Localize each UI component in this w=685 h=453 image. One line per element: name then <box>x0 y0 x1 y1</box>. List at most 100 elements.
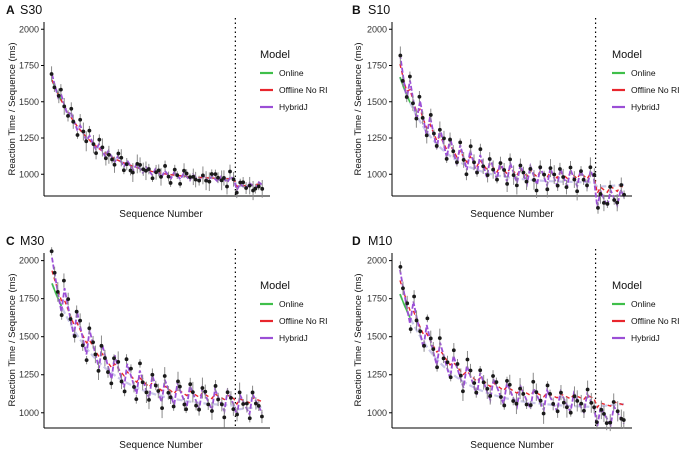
data-point <box>197 407 201 412</box>
data-point <box>424 133 429 138</box>
data-point <box>129 366 133 371</box>
data-point <box>555 183 560 188</box>
y-tick-label: 1750 <box>367 61 387 71</box>
data-point <box>441 356 446 361</box>
data-point <box>222 415 227 420</box>
data-point <box>163 164 167 168</box>
data-point <box>184 171 189 176</box>
data-point <box>451 149 456 154</box>
legend-b: Model Online Offline No RI HybridJ <box>612 49 680 112</box>
data-point <box>200 386 205 390</box>
data-point <box>534 188 539 193</box>
plot-area-c: 1000 1250 1500 1750 2000 <box>19 247 270 429</box>
data-point <box>159 174 163 179</box>
data-point <box>499 395 503 399</box>
data-point <box>87 326 92 331</box>
data-point <box>521 170 526 175</box>
data-point <box>66 113 70 118</box>
data-point <box>190 390 195 395</box>
data-point <box>140 380 145 385</box>
data-point <box>611 400 616 404</box>
data-point <box>465 357 470 362</box>
data-point <box>511 399 516 403</box>
data-point <box>172 167 177 172</box>
data-point <box>472 160 476 165</box>
data-point <box>56 93 61 98</box>
y-tick-label: 1750 <box>19 294 39 304</box>
data-point <box>99 343 104 348</box>
data-point <box>555 409 560 414</box>
data-point <box>62 104 67 109</box>
data-point <box>425 316 430 321</box>
data-point <box>508 157 512 162</box>
data-point <box>241 402 246 406</box>
data-point <box>545 383 550 388</box>
data-point <box>464 172 469 177</box>
data-point <box>568 165 573 170</box>
y-axis-label: Reaction Time / Sequence (ms) <box>353 273 364 406</box>
data-point <box>250 390 255 395</box>
legend-entry: Online <box>631 68 656 78</box>
y-tick-label: 1000 <box>367 408 387 418</box>
data-point <box>256 403 261 408</box>
data-point <box>182 402 187 407</box>
data-point <box>216 397 221 402</box>
data-point <box>412 294 417 299</box>
data-point <box>608 184 613 189</box>
data-point <box>97 137 102 142</box>
data-point <box>411 101 415 106</box>
legend-entry: Online <box>279 68 304 78</box>
data-point <box>592 405 597 410</box>
data-point <box>75 133 80 137</box>
data-point <box>461 389 465 394</box>
data-point <box>524 179 529 184</box>
data-point <box>548 391 552 396</box>
y-tick-label: 2000 <box>367 256 387 266</box>
data-point <box>511 173 516 178</box>
data-point <box>182 168 186 173</box>
legend-entry: Offline No RI <box>279 85 328 95</box>
data-point <box>58 87 63 92</box>
y-tick-label: 1500 <box>19 97 39 107</box>
data-point <box>428 336 433 341</box>
data-point <box>138 163 142 167</box>
data-point <box>448 375 453 380</box>
data-point <box>121 168 126 173</box>
series-hybrid-line <box>51 257 263 418</box>
data-point <box>225 390 230 395</box>
data-point <box>491 167 496 172</box>
data-point <box>408 74 412 79</box>
data-point <box>49 72 54 76</box>
data-point <box>542 172 547 177</box>
data-point <box>188 175 192 180</box>
y-tick-label: 1000 <box>367 169 387 179</box>
data-point <box>210 409 214 413</box>
data-point <box>213 172 218 177</box>
plot-area-b: 1000 1250 1500 1750 2000 <box>367 18 632 214</box>
data-point <box>207 179 212 184</box>
data-point <box>418 329 423 334</box>
y-tick-label: 1750 <box>367 294 387 304</box>
data-point <box>602 411 606 416</box>
data-point <box>168 395 173 400</box>
data-point <box>69 106 74 111</box>
data-point <box>615 409 620 414</box>
data-point <box>66 297 71 302</box>
data-point <box>398 265 403 269</box>
data-point <box>238 180 243 185</box>
data-point <box>507 382 512 387</box>
data-point <box>91 340 95 345</box>
data-point <box>420 115 425 120</box>
y-tick-label: 2000 <box>367 24 387 34</box>
data-point <box>49 249 54 254</box>
data-point <box>247 183 252 188</box>
data-point <box>103 156 108 161</box>
panel-letter-c: C <box>6 234 15 248</box>
data-point <box>568 410 573 415</box>
legend-a: Model Online Offline No RI HybridJ <box>260 49 328 112</box>
data-point <box>81 129 86 134</box>
data-point <box>488 394 493 398</box>
data-point <box>171 404 176 409</box>
data-point <box>498 161 503 166</box>
